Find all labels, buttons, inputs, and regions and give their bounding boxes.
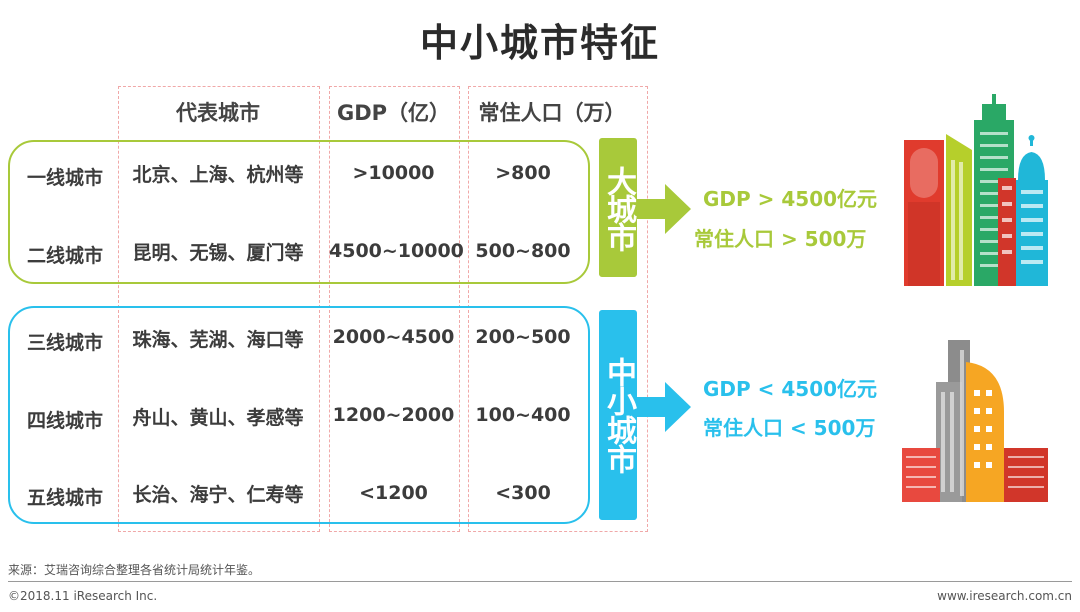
group-label-large: 大城市 bbox=[599, 138, 637, 277]
tier-gdp-3: 2000~4500 bbox=[332, 326, 455, 348]
large-summary-population: 常住人口 > 500万 bbox=[694, 227, 867, 251]
tier-gdp-4: 1200~2000 bbox=[332, 404, 455, 426]
group-box-large-cities bbox=[8, 140, 590, 284]
footer-divider bbox=[8, 581, 1072, 582]
tier-label-2: 二线城市 bbox=[27, 245, 104, 267]
tier-label-1: 一线城市 bbox=[27, 167, 104, 189]
header-population: 常住人口（万） bbox=[478, 101, 626, 125]
big-city-buildings-icon bbox=[904, 94, 1048, 286]
column-box-representative bbox=[118, 86, 320, 532]
tier-label-5: 五线城市 bbox=[27, 487, 104, 509]
tier-cities-3: 珠海、芜湖、海口等 bbox=[132, 329, 304, 351]
source-note: 来源：艾瑞咨询综合整理各省统计局统计年鉴。 bbox=[8, 563, 261, 577]
copyright: ©2018.11 iResearch Inc. bbox=[8, 589, 158, 603]
small-summary-population: 常住人口 < 500万 bbox=[703, 416, 876, 440]
small-summary-gdp: GDP < 4500亿元 bbox=[703, 377, 878, 401]
group-label-large-text: 大城市 bbox=[601, 165, 636, 250]
tier-population-2: 500~800 bbox=[475, 240, 571, 262]
arrow-icon-small bbox=[637, 382, 691, 432]
tier-population-4: 100~400 bbox=[475, 404, 571, 426]
small-city-buildings-icon bbox=[902, 340, 1048, 502]
tier-population-1: >800 bbox=[495, 162, 551, 184]
column-box-gdp bbox=[329, 86, 460, 532]
large-summary-gdp: GDP > 4500亿元 bbox=[703, 187, 878, 211]
tier-cities-1: 北京、上海、杭州等 bbox=[132, 164, 304, 186]
column-box-population bbox=[468, 86, 648, 532]
tier-population-3: 200~500 bbox=[475, 326, 571, 348]
arrow-icon-large bbox=[637, 184, 691, 234]
group-label-small-text: 中小城市 bbox=[601, 357, 636, 473]
website: www.iresearch.com.cn bbox=[937, 589, 1072, 603]
page-title: 中小城市特征 bbox=[419, 21, 660, 65]
tier-cities-5: 长治、海宁、仁寿等 bbox=[132, 484, 304, 506]
header-representative: 代表城市 bbox=[176, 101, 260, 125]
tier-cities-2: 昆明、无锡、厦门等 bbox=[132, 242, 304, 264]
tier-gdp-1: >10000 bbox=[352, 162, 435, 184]
group-box-small-cities bbox=[8, 306, 590, 524]
tier-label-4: 四线城市 bbox=[27, 410, 104, 432]
header-gdp: GDP（亿） bbox=[336, 101, 451, 125]
tier-label-3: 三线城市 bbox=[27, 332, 104, 354]
tier-gdp-2: 4500~10000 bbox=[329, 240, 464, 262]
tier-gdp-5: <1200 bbox=[359, 482, 428, 504]
group-label-small: 中小城市 bbox=[599, 310, 637, 520]
tier-cities-4: 舟山、黄山、孝感等 bbox=[132, 407, 304, 429]
tier-population-5: <300 bbox=[495, 482, 551, 504]
